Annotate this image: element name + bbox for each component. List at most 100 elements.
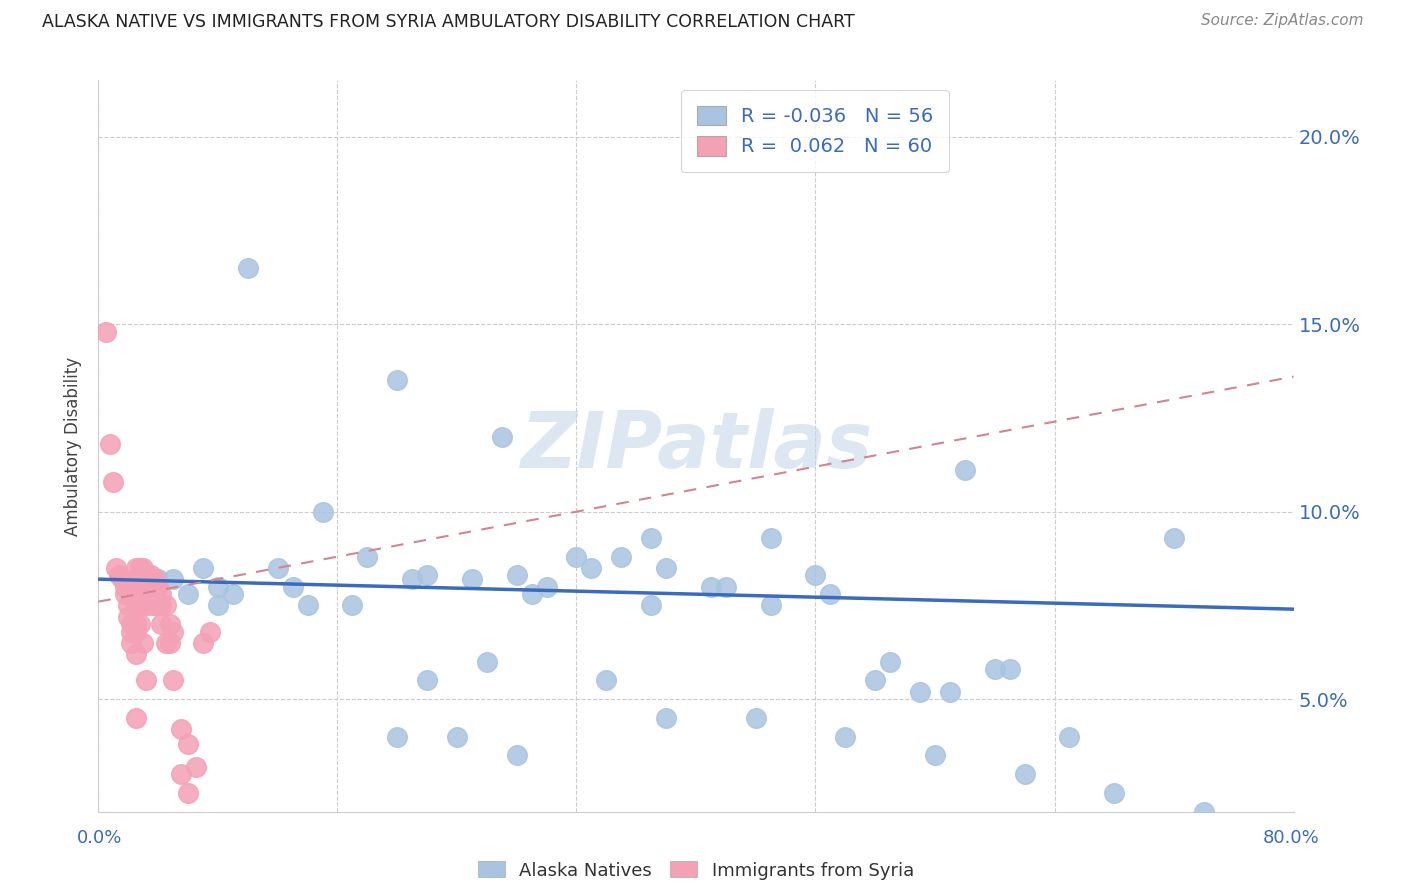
Point: [1163, 531, 1185, 545]
Point: [191, 636, 214, 650]
Point: [475, 655, 498, 669]
Point: [117, 599, 139, 613]
Point: [207, 580, 229, 594]
Point: [125, 561, 148, 575]
Point: [162, 572, 184, 586]
Point: [132, 572, 155, 586]
Text: Source: ZipAtlas.com: Source: ZipAtlas.com: [1201, 13, 1364, 29]
Point: [1059, 730, 1081, 744]
Point: [640, 599, 662, 613]
Y-axis label: Ambulatory Disability: Ambulatory Disability: [65, 357, 83, 535]
Legend: Alaska Natives, Immigrants from Syria: Alaska Natives, Immigrants from Syria: [471, 855, 921, 887]
Point: [655, 711, 678, 725]
Point: [135, 673, 157, 688]
Point: [125, 711, 148, 725]
Point: [129, 580, 152, 594]
Point: [506, 748, 529, 763]
Point: [132, 636, 155, 650]
Point: [281, 580, 304, 594]
Point: [640, 531, 662, 545]
Point: [125, 647, 148, 661]
Point: [103, 475, 125, 489]
Point: [120, 624, 142, 639]
Point: [177, 786, 200, 800]
Point: [94, 325, 117, 339]
Point: [125, 617, 148, 632]
Point: [162, 673, 184, 688]
Point: [700, 580, 723, 594]
Point: [200, 624, 222, 639]
Point: [834, 730, 856, 744]
Point: [120, 636, 142, 650]
Point: [105, 561, 128, 575]
Point: [461, 572, 484, 586]
Point: [939, 684, 962, 698]
Point: [139, 580, 162, 594]
Point: [155, 636, 177, 650]
Point: [132, 587, 155, 601]
Point: [385, 730, 409, 744]
Point: [117, 609, 139, 624]
Point: [135, 599, 157, 613]
Point: [759, 531, 782, 545]
Text: 80.0%: 80.0%: [1263, 829, 1319, 847]
Point: [148, 599, 170, 613]
Point: [169, 767, 191, 781]
Point: [236, 260, 259, 275]
Point: [139, 599, 162, 613]
Point: [311, 505, 333, 519]
Point: [536, 580, 558, 594]
Point: [191, 561, 214, 575]
Point: [581, 561, 603, 575]
Point: [222, 587, 245, 601]
Point: [924, 748, 946, 763]
Point: [416, 568, 439, 582]
Point: [159, 617, 181, 632]
Text: ALASKA NATIVE VS IMMIGRANTS FROM SYRIA AMBULATORY DISABILITY CORRELATION CHART: ALASKA NATIVE VS IMMIGRANTS FROM SYRIA A…: [42, 13, 855, 31]
Point: [879, 655, 901, 669]
Point: [114, 580, 136, 594]
Point: [714, 580, 737, 594]
Point: [129, 561, 152, 575]
Point: [416, 673, 439, 688]
Point: [120, 617, 142, 632]
Point: [139, 568, 162, 582]
Point: [595, 673, 617, 688]
Point: [159, 636, 181, 650]
Point: [820, 587, 842, 601]
Point: [745, 711, 768, 725]
Point: [162, 624, 184, 639]
Point: [132, 599, 155, 613]
Text: 0.0%: 0.0%: [77, 829, 122, 847]
Point: [129, 568, 152, 582]
Point: [100, 437, 122, 451]
Point: [565, 549, 588, 564]
Point: [125, 580, 148, 594]
Point: [520, 587, 543, 601]
Point: [908, 684, 931, 698]
Point: [143, 587, 166, 601]
Point: [491, 429, 513, 443]
Point: [125, 599, 148, 613]
Point: [143, 599, 166, 613]
Point: [125, 587, 148, 601]
Point: [297, 599, 319, 613]
Point: [150, 599, 173, 613]
Point: [135, 568, 157, 582]
Point: [135, 580, 157, 594]
Point: [953, 463, 976, 477]
Point: [1014, 767, 1036, 781]
Point: [148, 580, 170, 594]
Point: [177, 587, 200, 601]
Point: [111, 572, 134, 586]
Point: [143, 572, 166, 586]
Point: [1104, 786, 1126, 800]
Point: [108, 568, 131, 582]
Point: [207, 599, 229, 613]
Point: [114, 587, 136, 601]
Point: [385, 373, 409, 387]
Point: [342, 599, 364, 613]
Point: [610, 549, 633, 564]
Point: [150, 617, 173, 632]
Point: [125, 624, 148, 639]
